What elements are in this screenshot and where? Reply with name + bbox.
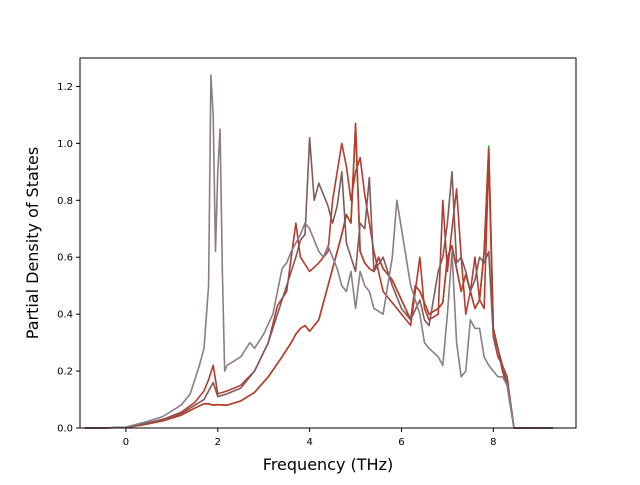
y-ticks: 0.0 0.2 0.4 0.6 0.8 1.0 1.2 bbox=[57, 82, 80, 435]
x-ticks: 0 2 4 6 8 bbox=[123, 428, 497, 448]
series-line-4 bbox=[84, 136, 554, 429]
series-layer bbox=[84, 74, 554, 429]
y-tick-label: 1.2 bbox=[57, 82, 73, 93]
series-line-3 bbox=[84, 142, 554, 429]
x-tick-label: 8 bbox=[490, 437, 496, 448]
y-tick-label: 0.4 bbox=[57, 310, 73, 321]
x-tick-label: 4 bbox=[306, 437, 312, 448]
x-tick-label: 0 bbox=[123, 437, 129, 448]
y-tick-label: 0.0 bbox=[57, 424, 73, 435]
x-tick-label: 2 bbox=[215, 437, 221, 448]
y-tick-label: 0.8 bbox=[57, 196, 73, 207]
x-axis-label: Frequency (THz) bbox=[263, 455, 393, 474]
x-tick-label: 6 bbox=[398, 437, 404, 448]
y-axis-label: Partial Density of States bbox=[23, 147, 42, 339]
plot-frame bbox=[79, 57, 577, 429]
y-tick-label: 0.6 bbox=[57, 253, 73, 264]
y-tick-label: 0.2 bbox=[57, 367, 73, 378]
y-tick-label: 1.0 bbox=[57, 139, 73, 150]
series-line-5 bbox=[84, 74, 554, 429]
